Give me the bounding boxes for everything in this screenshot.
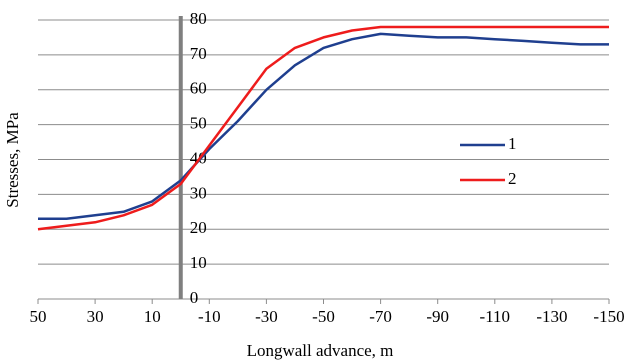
y-tick-label: 50 [190, 114, 207, 133]
x-tick-label: -70 [369, 307, 392, 326]
y-tick-label: 0 [190, 288, 199, 307]
y-tick-label: 60 [190, 79, 207, 98]
legend-label: 2 [508, 169, 517, 188]
x-tick-label: -110 [480, 307, 511, 326]
y-tick-label: 20 [190, 218, 207, 237]
x-tick-label: 10 [144, 307, 161, 326]
y-axis-label: Stresses, MPa [3, 112, 22, 208]
series-line [37, 25, 609, 231]
series-line [38, 32, 609, 221]
x-tick-label: -50 [312, 307, 335, 326]
legend-label: 1 [508, 134, 517, 153]
y-tick-label: 80 [190, 9, 207, 28]
x-axis-label: Longwall advance, m [247, 341, 394, 360]
y-tick-label: 10 [190, 253, 207, 272]
x-tick-label: -130 [536, 307, 567, 326]
y-tick-label: 30 [190, 183, 207, 202]
y-tick-label: 70 [190, 44, 207, 63]
x-tick-label: 50 [30, 307, 47, 326]
x-tick-label: -30 [255, 307, 278, 326]
x-tick-label: 30 [87, 307, 104, 326]
x-tick-label: -90 [426, 307, 449, 326]
x-tick-label: -150 [593, 307, 624, 326]
x-tick-label: -10 [198, 307, 221, 326]
